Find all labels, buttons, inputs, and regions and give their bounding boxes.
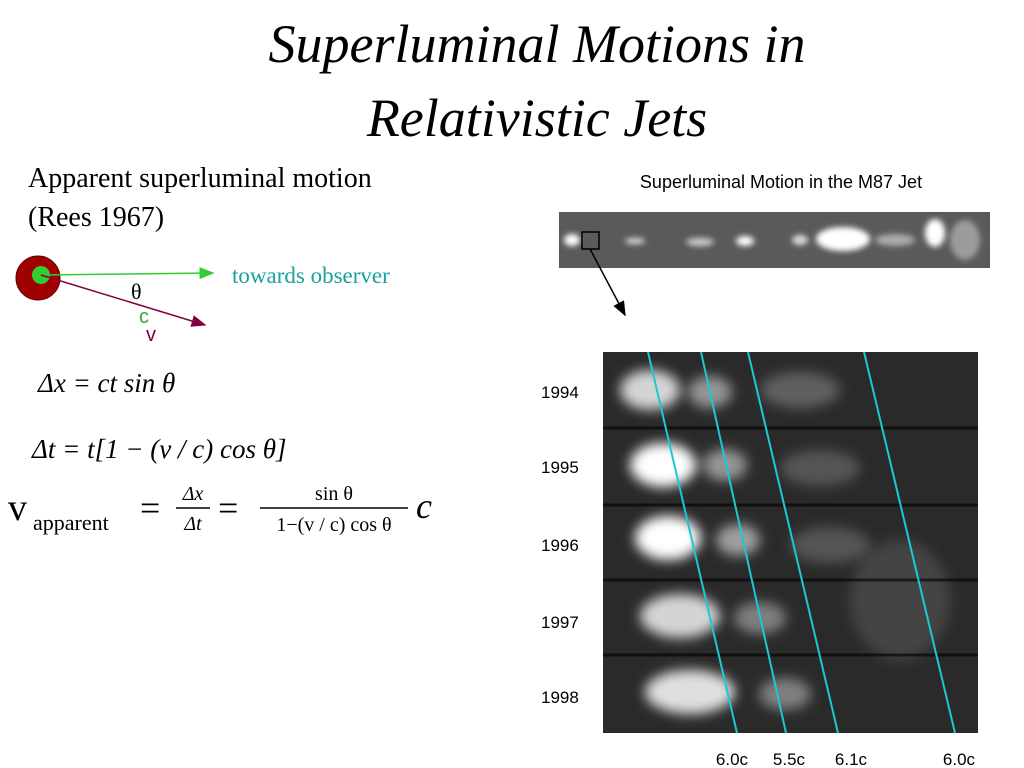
velocity-subscript: apparent: [33, 510, 109, 535]
v-label: v: [146, 324, 156, 346]
factor: c: [416, 486, 432, 526]
denominator: Δt: [183, 513, 202, 535]
equation: Δx = ct sin θ: [37, 368, 175, 398]
zoom-arrow: [589, 248, 626, 317]
title-line: Relativistic Jets: [366, 88, 707, 148]
speed-label: 6.1c: [835, 750, 868, 768]
jet-image: [603, 352, 978, 733]
year-label: 1994: [541, 383, 579, 402]
numerator: Δx: [182, 483, 204, 505]
speed-label: 5.5c: [773, 750, 806, 768]
angle-label: θ: [131, 279, 142, 304]
jet-arrow: [40, 274, 207, 327]
year-label: 1997: [541, 613, 579, 632]
year-label: 1998: [541, 688, 579, 707]
observer-arrow: [40, 267, 215, 280]
observer-label: towards observer: [232, 263, 390, 288]
title-line: Superluminal Motions in: [269, 14, 806, 74]
year-label: 1995: [541, 458, 579, 477]
equation: Δt = t[1 − (v / c) cos θ]: [31, 434, 287, 464]
intro-line: (Rees 1967): [28, 202, 164, 233]
equals: =: [218, 488, 238, 528]
equals: =: [140, 488, 160, 528]
numerator: sin θ: [315, 483, 353, 505]
velocity-symbol: v: [8, 487, 27, 529]
intro-line: Apparent superluminal motion: [28, 163, 372, 194]
speed-label: 6.0c: [943, 750, 976, 768]
c-label: c: [139, 306, 149, 328]
speed-label: 6.0c: [716, 750, 749, 768]
denominator: 1−(v / c) cos θ: [276, 514, 391, 536]
jet-strip: [559, 212, 990, 268]
figure-title: Superluminal Motion in the M87 Jet: [640, 172, 922, 192]
year-label: 1996: [541, 536, 579, 555]
